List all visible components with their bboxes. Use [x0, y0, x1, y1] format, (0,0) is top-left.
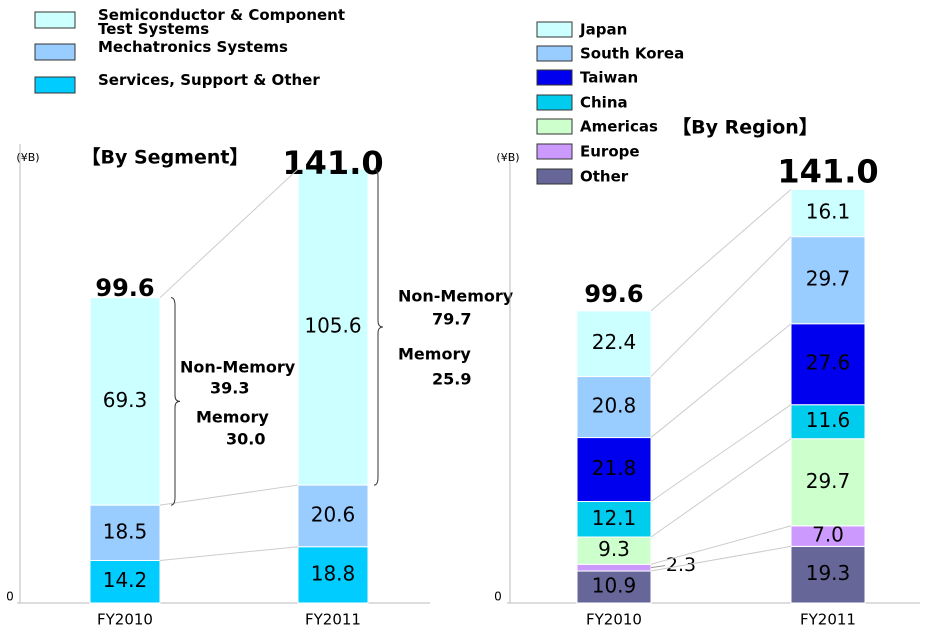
bar-segment — [576, 570, 652, 604]
connector — [650, 236, 792, 377]
bar-segment — [790, 188, 866, 238]
data-label: 20.6 — [311, 502, 356, 526]
connector — [159, 168, 299, 299]
data-label: 27.6 — [806, 351, 851, 375]
legend-label: Japan — [579, 21, 627, 39]
legend-swatch — [34, 76, 76, 94]
bracket — [373, 168, 384, 486]
legend-label: China — [580, 94, 628, 112]
y-axis-label: (¥B) — [16, 151, 39, 164]
connector — [159, 546, 299, 561]
legend-swatch — [536, 94, 573, 111]
legend-swatch — [34, 11, 76, 29]
legend-swatch — [536, 118, 573, 135]
breakdown-name: Memory — [398, 345, 471, 364]
breakdown-name: Non-Memory — [180, 358, 296, 377]
bar-segment — [576, 376, 652, 439]
y-tick-label: 0 — [494, 590, 502, 604]
legend-label: Semiconductor & Component Test Systems — [98, 8, 346, 38]
data-label: 69.3 — [103, 388, 148, 412]
legend-swatch — [536, 21, 573, 38]
data-label: 16.1 — [806, 200, 851, 224]
bar-segment — [297, 168, 369, 486]
legend-label: South Korea — [580, 45, 684, 63]
data-label: 22.4 — [592, 330, 637, 354]
data-label: 105.6 — [304, 314, 361, 338]
bar-segment — [790, 545, 866, 604]
connector — [650, 525, 792, 565]
data-label: 2.3 — [666, 554, 696, 576]
data-label: 10.9 — [592, 574, 637, 598]
breakdown-value: 25.9 — [432, 370, 471, 389]
breakdown-value: 30.0 — [226, 430, 265, 449]
bracket — [170, 297, 181, 506]
bar-segment — [297, 484, 369, 548]
bar-segment — [576, 536, 652, 565]
bar-segment — [576, 437, 652, 503]
total-label: 141.0 — [777, 152, 878, 190]
data-label: 29.7 — [806, 469, 851, 493]
bar-segment — [89, 297, 161, 506]
y-axis-label: (¥B) — [496, 151, 519, 164]
total-label: 99.6 — [95, 274, 154, 302]
connector — [159, 484, 299, 506]
chart-title: 【By Region】 — [672, 116, 818, 139]
legend-swatch — [536, 45, 573, 62]
legend-item: Services, Support & Other — [98, 73, 320, 89]
legend-label: Taiwan — [580, 69, 638, 87]
data-label: 9.3 — [598, 537, 630, 561]
chart-title: 【By Segment】 — [82, 146, 249, 169]
data-label: 20.8 — [592, 394, 637, 418]
y-tick-label: 0 — [6, 590, 14, 604]
connector — [650, 404, 792, 502]
legend-item: Mechatronics Systems — [98, 40, 288, 56]
legend-swatch — [536, 69, 573, 86]
bar-segment — [576, 563, 652, 572]
connector — [650, 545, 792, 572]
bar-segment — [576, 310, 652, 378]
legend-item: Semiconductor & Component Test Systems — [98, 8, 346, 38]
legend-label: Europe — [580, 143, 640, 161]
total-label: 141.0 — [282, 144, 383, 182]
breakdown-name: Non-Memory — [398, 287, 514, 306]
legend-label: Mechatronics Systems — [98, 40, 288, 56]
legend-label: Americas — [580, 118, 658, 136]
x-tick-label: FY2010 — [97, 611, 153, 629]
total-label: 99.6 — [584, 280, 643, 308]
breakdown-value: 79.7 — [432, 310, 471, 329]
bar-segment — [790, 404, 866, 440]
breakdown-value: 39.3 — [210, 379, 249, 398]
data-label: 18.5 — [103, 519, 148, 543]
legend-label: Services, Support & Other — [98, 73, 320, 89]
data-label: 21.8 — [592, 456, 637, 480]
connector — [650, 323, 792, 438]
legend-swatch — [536, 168, 573, 185]
x-tick-label: FY2010 — [586, 611, 642, 629]
legend-label: Other — [580, 168, 629, 186]
bar-segment — [297, 546, 369, 604]
x-tick-label: FY2011 — [800, 611, 856, 629]
bar-segment — [89, 559, 161, 604]
connector — [650, 438, 792, 538]
legend-swatch — [34, 43, 76, 61]
connector — [650, 189, 792, 312]
label-leader — [650, 565, 666, 569]
bar-segment — [790, 323, 866, 406]
legend-swatch — [536, 143, 573, 160]
data-label: 19.3 — [806, 561, 851, 585]
bar-segment — [790, 236, 866, 325]
data-label: 29.7 — [806, 267, 851, 291]
data-label: 12.1 — [592, 506, 637, 530]
data-label: 14.2 — [103, 568, 148, 592]
data-label: 7.0 — [812, 523, 844, 547]
data-label: 18.8 — [311, 561, 356, 585]
bar-segment — [790, 438, 866, 527]
data-label: 11.6 — [806, 408, 851, 432]
x-tick-label: FY2011 — [305, 611, 361, 629]
breakdown-name: Memory — [196, 408, 269, 427]
